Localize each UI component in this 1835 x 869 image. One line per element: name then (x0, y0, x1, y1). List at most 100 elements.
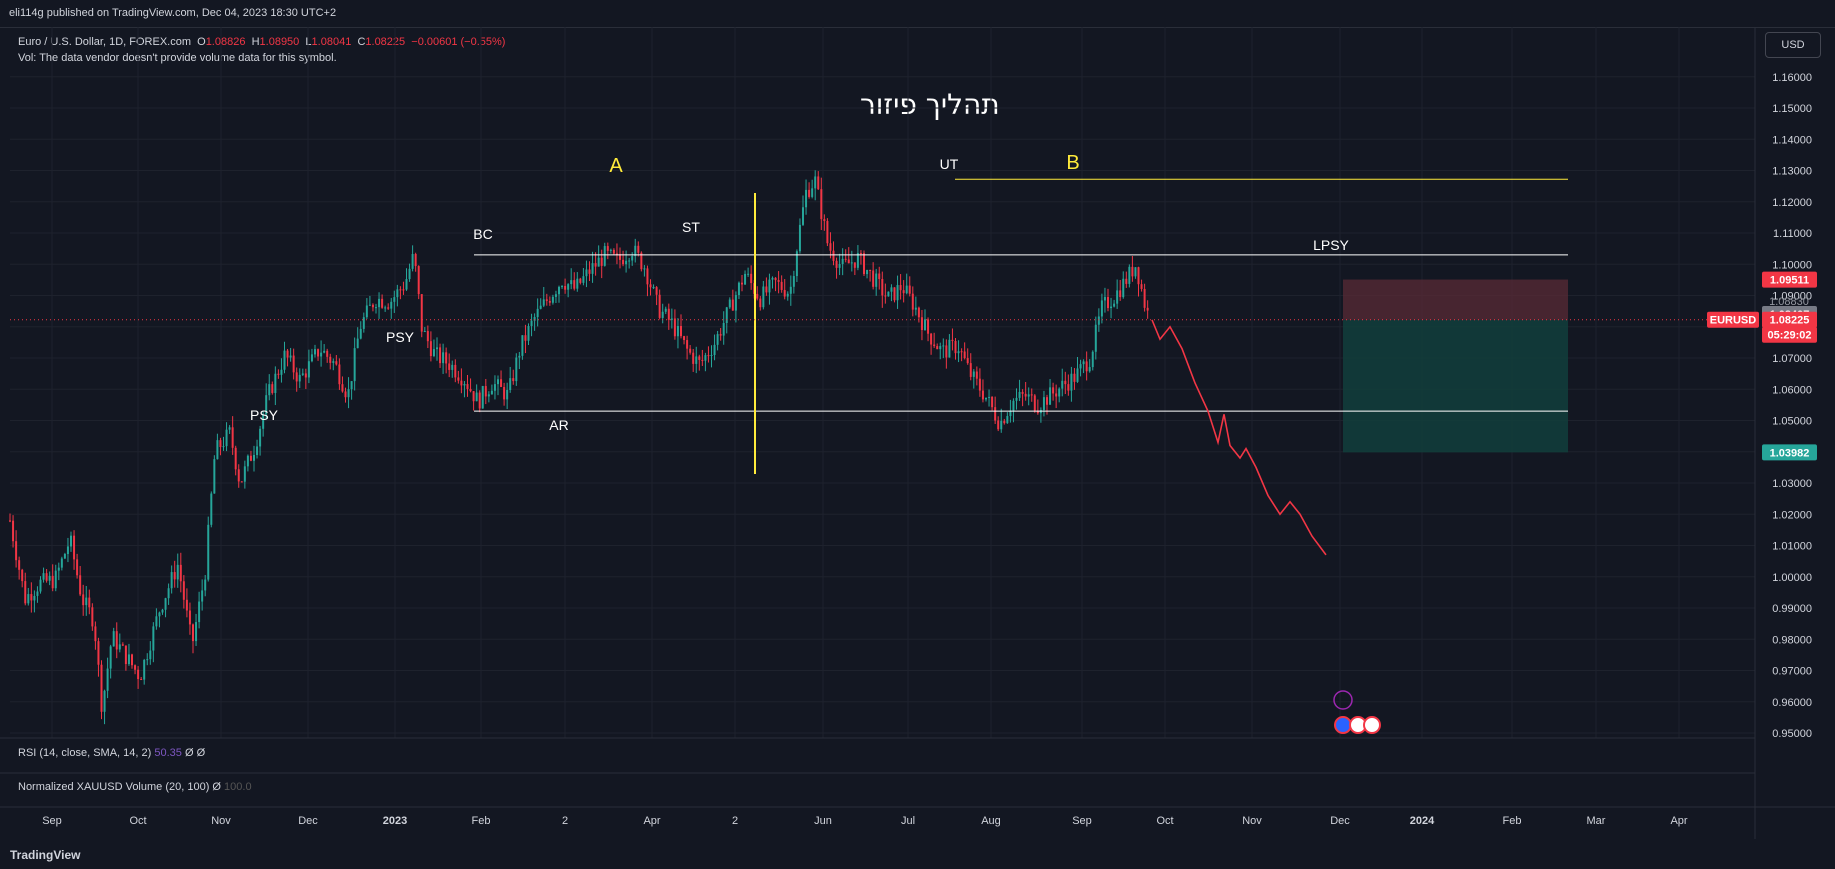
candle-body (323, 350, 326, 353)
y-tick-label: 0.96000 (1772, 697, 1812, 709)
candle-body (866, 269, 869, 275)
candle-body (320, 352, 323, 357)
candle-body (597, 257, 600, 267)
candle-body (658, 294, 661, 318)
publish-header: eli114g published on TradingView.com, De… (0, 0, 1835, 28)
candle-body (600, 257, 603, 266)
candle-body (713, 344, 716, 355)
candle-body (911, 293, 914, 310)
annotation-lpsy: LPSY (1313, 237, 1349, 253)
candle-body (972, 371, 975, 377)
candle-body (225, 429, 228, 447)
footer: TradingView (0, 839, 1835, 869)
volume-label: Normalized XAUUSD Volume (20, 100) (18, 781, 210, 793)
candle-body (18, 560, 21, 570)
candle-body (54, 570, 57, 589)
target-price-tag: 1.03982 (1770, 447, 1810, 459)
candle-body (908, 285, 911, 294)
price-chart[interactable]: 1.16000 1.15000 1.14000 1.13000 1.12000 1.110… (0, 0, 1835, 839)
candle-body (478, 392, 481, 409)
y-tick-label: 0.98000 (1772, 634, 1812, 646)
candle-body (783, 289, 786, 297)
candle-body (631, 256, 634, 261)
candle-body (811, 188, 814, 197)
candle-body (359, 328, 362, 339)
candle-body (256, 446, 259, 455)
stop-loss-zone (1343, 279, 1568, 320)
candle-body (826, 221, 829, 244)
y-tick-label: 0.99000 (1772, 603, 1812, 615)
candle-body (524, 335, 527, 341)
rsi-value: 50.35 (154, 747, 182, 759)
candle-body (542, 299, 545, 306)
candle-body (131, 654, 133, 666)
candle-body (820, 189, 823, 220)
candle-body (652, 287, 655, 289)
candle-body (246, 455, 249, 467)
flag-icon (1363, 716, 1381, 734)
candle-body (36, 591, 39, 596)
candle-body (869, 269, 872, 271)
candle-body (609, 249, 612, 251)
candle-body (451, 364, 454, 370)
candle-body (786, 293, 789, 297)
candle-body (649, 284, 652, 288)
candle-body (1000, 420, 1003, 430)
candle-body (137, 669, 140, 680)
candle-body (103, 690, 106, 712)
candle-body (274, 373, 277, 393)
candle-body (530, 320, 533, 327)
candle-body (667, 308, 670, 320)
countdown-tag: 05:29:02 (1767, 330, 1811, 342)
legend-high: 1.08950 (259, 36, 300, 48)
y-tick-label: 1.11000 (1773, 228, 1812, 240)
rsi-pane-label[interactable]: RSI (14, close, SMA, 14, 2) 50.35 Ø Ø (18, 747, 205, 759)
candle-body (582, 276, 585, 283)
rsi-label: RSI (14, close, SMA, 14, 2) (18, 747, 152, 759)
candle-body (51, 575, 54, 589)
candle-body (1070, 373, 1073, 391)
candle-body (307, 361, 310, 378)
candle-body (70, 535, 72, 547)
candle-body (981, 390, 984, 400)
candle-body (472, 391, 475, 402)
candle-body (249, 455, 252, 461)
candle-body (45, 573, 48, 581)
candle-body (634, 245, 637, 257)
candle-body (573, 280, 576, 289)
tradingview-logo[interactable]: TradingView (10, 848, 81, 862)
currency-button[interactable]: USD (1765, 32, 1821, 58)
candle-body (954, 341, 957, 354)
candle-body (457, 377, 460, 381)
legend-symbol[interactable]: Euro / U.S. Dollar, 1D, FOREX.com (18, 36, 191, 48)
rsi-na-1: Ø (184, 747, 194, 759)
candle-body (924, 319, 926, 331)
y-tick-label: 1.02000 (1772, 509, 1812, 521)
candle-body (109, 646, 112, 669)
candle-body (795, 251, 798, 277)
candle-body (1091, 351, 1094, 368)
candle-body (771, 277, 774, 280)
candle-body (399, 289, 402, 291)
candle-body (408, 268, 411, 280)
y-tick-label: 1.03000 (1772, 478, 1812, 490)
x-tick-label: Apr (643, 815, 660, 827)
volume-pane-label[interactable]: Normalized XAUUSD Volume (20, 100) Ø 100… (18, 781, 252, 793)
x-tick-label: Dec (1330, 815, 1350, 827)
candle-body (554, 294, 557, 297)
candle-body (863, 253, 865, 275)
candle-body (179, 564, 182, 582)
x-tick-label: Oct (1156, 815, 1173, 827)
y-tick-label: 1.09000 (1772, 291, 1812, 303)
candle-body (692, 352, 695, 364)
x-tick-label: Nov (211, 815, 231, 827)
candle-body (304, 373, 307, 378)
candle-body (933, 344, 936, 347)
candle-body (847, 259, 850, 264)
candle-body (902, 290, 905, 294)
candle-body (310, 354, 313, 362)
candle-body (414, 253, 417, 267)
candle-body (405, 279, 408, 290)
candle-body (930, 333, 933, 345)
candle-body (612, 249, 615, 254)
